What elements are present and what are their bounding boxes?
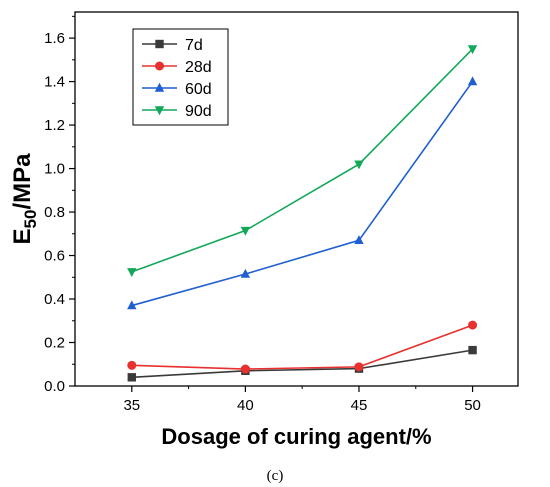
series-line bbox=[131, 81, 474, 307]
y-axis-title: E50/MPa bbox=[9, 153, 40, 245]
y-tick-label: 0.2 bbox=[44, 335, 65, 352]
series-7d bbox=[127, 345, 477, 382]
data-point bbox=[354, 235, 364, 245]
series-line bbox=[131, 48, 474, 273]
plot-area: 35 40 45 50 0.0 0.2 0.4 0.6 0.8 1.0 1.2 1.4 1.6 7d 2… bbox=[44, 11, 519, 414]
y-tick-label: 1.0 bbox=[44, 161, 65, 178]
x-tick-label: 50 bbox=[464, 397, 481, 414]
data-point bbox=[467, 45, 478, 55]
y-axis: 0.0 0.2 0.4 0.6 0.8 1.0 1.2 1.4 1.6 bbox=[44, 15, 75, 395]
series-60d bbox=[127, 76, 478, 310]
x-axis: 35 40 45 50 bbox=[123, 386, 481, 414]
legend-label: 60d bbox=[185, 81, 212, 98]
legend: 7d 28d 60d 90d bbox=[132, 28, 229, 126]
series-line bbox=[131, 349, 473, 379]
y-tick-label: 0.0 bbox=[44, 378, 65, 395]
series-28d bbox=[127, 320, 478, 374]
x-tick-label: 35 bbox=[123, 397, 140, 414]
y-tick-label: 0.4 bbox=[44, 291, 65, 308]
legend-item-90d: 90d bbox=[142, 103, 212, 120]
data-point bbox=[354, 160, 364, 170]
series-layer bbox=[127, 45, 478, 382]
data-point bbox=[468, 345, 477, 355]
data-point bbox=[240, 226, 251, 236]
data-point bbox=[240, 364, 250, 374]
y-tick-label: 1.2 bbox=[44, 117, 65, 134]
x-tick-label: 45 bbox=[351, 397, 368, 414]
legend-swatch-marker bbox=[154, 82, 165, 92]
series-line bbox=[131, 324, 473, 370]
legend-label: 28d bbox=[185, 59, 212, 76]
data-point bbox=[127, 268, 137, 278]
data-point bbox=[127, 360, 137, 370]
x-axis-title: Dosage of curing agent/% bbox=[161, 424, 431, 449]
legend-box bbox=[132, 28, 229, 126]
series-90d bbox=[127, 45, 478, 278]
data-point bbox=[354, 362, 364, 372]
y-axis-title-unit: /MPa bbox=[9, 153, 36, 210]
y-tick-label: 1.6 bbox=[44, 30, 65, 47]
legend-item-60d: 60d bbox=[142, 81, 212, 98]
legend-swatch-marker bbox=[155, 61, 164, 71]
legend-label: 7d bbox=[185, 37, 203, 54]
legend-label: 90d bbox=[185, 103, 212, 120]
y-tick-label: 1.4 bbox=[44, 74, 65, 91]
plot-frame bbox=[74, 11, 519, 387]
data-point bbox=[240, 268, 251, 278]
legend-item-28d: 28d bbox=[142, 59, 212, 76]
x-tick-label: 40 bbox=[237, 397, 254, 414]
legend-item-7d: 7d bbox=[142, 37, 203, 54]
data-point bbox=[467, 76, 478, 86]
y-tick-label: 0.6 bbox=[44, 248, 65, 265]
y-tick-label: 0.8 bbox=[44, 204, 65, 221]
legend-swatch-marker bbox=[154, 106, 165, 116]
data-point bbox=[468, 320, 478, 330]
y-axis-title-subscript: 50 bbox=[21, 210, 40, 229]
data-point bbox=[127, 373, 136, 382]
figure-caption: (c) bbox=[267, 468, 284, 484]
y-axis-title-main: E bbox=[9, 228, 36, 244]
legend-swatch-marker bbox=[155, 39, 164, 49]
data-point bbox=[127, 300, 137, 310]
